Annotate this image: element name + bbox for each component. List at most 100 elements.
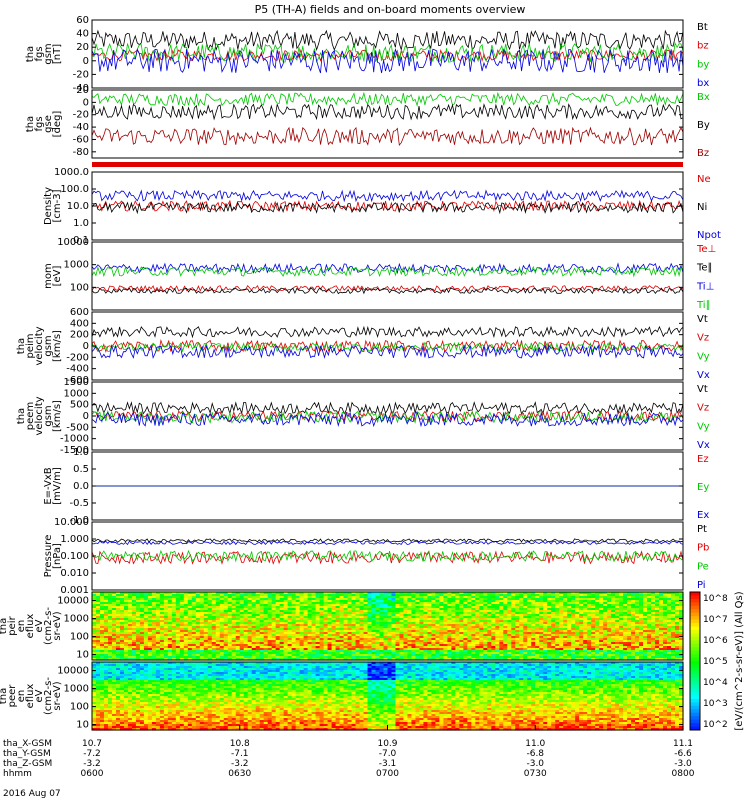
spectrogram-cell bbox=[587, 630, 592, 633]
spectrogram-cell bbox=[479, 600, 484, 603]
spectrogram-cell bbox=[371, 648, 377, 651]
spectrogram-cell bbox=[107, 614, 113, 617]
spectrogram-cell bbox=[315, 620, 321, 623]
spectrogram-cell bbox=[319, 656, 325, 659]
spectrogram-cell bbox=[295, 606, 301, 609]
spectrogram-cell bbox=[555, 658, 560, 661]
spectrogram-cell bbox=[347, 610, 353, 613]
spectrogram-cell bbox=[279, 652, 285, 655]
spectrogram-cell bbox=[407, 606, 413, 609]
spectrogram-cell bbox=[395, 600, 401, 603]
spectrogram-cell bbox=[443, 618, 448, 621]
spectrogram-cell bbox=[111, 606, 117, 609]
spectrogram-cell bbox=[579, 592, 584, 595]
spectrogram-cell bbox=[355, 654, 361, 657]
spectrogram-cell bbox=[579, 598, 584, 601]
spectrogram-cell bbox=[555, 600, 560, 603]
spectrogram-cell bbox=[135, 612, 141, 615]
spectrogram-cell bbox=[323, 618, 329, 621]
spectrogram-cell bbox=[583, 608, 588, 611]
spectrogram-cell bbox=[415, 592, 421, 595]
spectrogram-cell bbox=[427, 640, 433, 643]
spectrogram-cell bbox=[323, 634, 329, 637]
spectrogram-cell bbox=[567, 646, 572, 649]
spectrogram-cell bbox=[235, 648, 241, 651]
spectrogram-cell bbox=[95, 596, 101, 599]
spectrogram-cell bbox=[231, 626, 237, 629]
spectrogram-cell bbox=[463, 592, 468, 595]
spectrogram-cell bbox=[471, 650, 476, 653]
spectrogram-cell bbox=[647, 656, 652, 659]
spectrogram-cell bbox=[443, 658, 448, 661]
spectrogram-cell bbox=[319, 632, 325, 635]
spectrogram-cell bbox=[639, 612, 644, 615]
spectrogram-cell bbox=[267, 638, 273, 641]
spectrogram-cell bbox=[431, 630, 437, 633]
spectrogram-cell bbox=[543, 638, 548, 641]
spectrogram-cell bbox=[627, 604, 632, 607]
spectrogram-cell bbox=[591, 642, 596, 645]
spectrogram-cell bbox=[171, 658, 177, 661]
spectrogram-cell bbox=[271, 628, 277, 631]
spectrogram-cell bbox=[95, 656, 101, 659]
y-tick-label: 400 bbox=[70, 318, 89, 329]
spectrogram-cell bbox=[503, 598, 508, 601]
spectrogram-cell bbox=[123, 650, 129, 653]
spectrogram-cell bbox=[635, 626, 640, 629]
spectrogram-cell bbox=[183, 654, 189, 657]
spectrogram-cell bbox=[571, 632, 576, 635]
spectrogram-cell bbox=[207, 592, 213, 595]
spectrogram-cell bbox=[255, 592, 261, 595]
spectrogram-cell bbox=[255, 606, 261, 609]
spectrogram-cell bbox=[459, 610, 464, 613]
spectrogram-cell bbox=[243, 602, 249, 605]
spectrogram-cell bbox=[535, 610, 540, 613]
spectrogram-cell bbox=[167, 604, 173, 607]
spectrogram-cell bbox=[103, 628, 109, 631]
spectrogram-cell bbox=[423, 624, 429, 627]
spectrogram-cell bbox=[415, 634, 421, 637]
spectrogram-cell bbox=[431, 644, 437, 647]
spectrogram-cell bbox=[523, 596, 528, 599]
spectrogram-cell bbox=[559, 630, 564, 633]
spectrogram-cell bbox=[195, 658, 201, 661]
spectrogram-cell bbox=[383, 618, 389, 621]
spectrogram-cell bbox=[231, 652, 237, 655]
spectrogram-cell bbox=[291, 630, 297, 633]
spectrogram-cell bbox=[355, 622, 361, 625]
spectrogram-cell bbox=[411, 616, 417, 619]
spectrogram-cell bbox=[199, 634, 205, 637]
spectrogram-cell bbox=[627, 612, 632, 615]
spectrogram-cell bbox=[183, 628, 189, 631]
spectrogram-cell bbox=[343, 606, 349, 609]
spectrogram-cell bbox=[99, 622, 105, 625]
spectrogram-cell bbox=[92, 652, 97, 655]
spectrogram-cell bbox=[92, 596, 97, 599]
spectrogram-cell bbox=[99, 648, 105, 651]
spectrogram-cell bbox=[291, 634, 297, 637]
spectrogram-cell bbox=[483, 620, 488, 623]
spectrogram-cell bbox=[467, 612, 472, 615]
spectrogram-cell bbox=[139, 598, 145, 601]
spectrogram-cell bbox=[579, 628, 584, 631]
spectrogram-cell bbox=[383, 596, 389, 599]
spectrogram-cell bbox=[319, 614, 325, 617]
spectrogram-cell bbox=[619, 626, 624, 629]
spectrogram-cell bbox=[99, 654, 105, 657]
spectrogram-cell bbox=[455, 614, 460, 617]
spectrogram-cell bbox=[367, 640, 373, 643]
spectrogram-cell bbox=[419, 620, 425, 623]
spectrogram-cell bbox=[615, 630, 620, 633]
spectrogram-cell bbox=[647, 592, 652, 595]
spectrogram-cell bbox=[519, 620, 524, 623]
spectrogram-cell bbox=[271, 614, 277, 617]
spectrogram-cell bbox=[171, 598, 177, 601]
spectrogram-cell bbox=[635, 642, 640, 645]
spectrogram-cell bbox=[335, 638, 341, 641]
spectrogram-cell bbox=[279, 604, 285, 607]
spectrogram-cell bbox=[307, 608, 313, 611]
spectrogram-cell bbox=[299, 626, 305, 629]
spectrogram-cell bbox=[415, 620, 421, 623]
series-line-Vx bbox=[91, 411, 684, 428]
spectrogram-cell bbox=[127, 606, 133, 609]
